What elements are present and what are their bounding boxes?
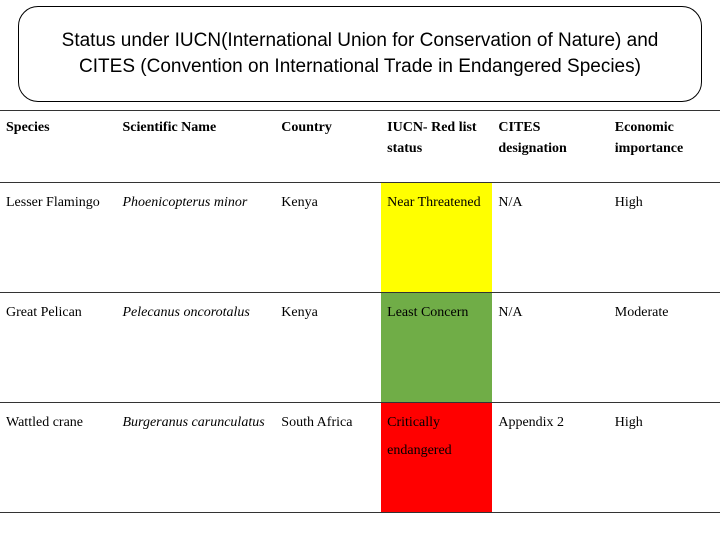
table-row: Wattled crane Burgeranus carunculatus So… xyxy=(0,403,720,513)
table-row: Great Pelican Pelecanus oncorotalus Keny… xyxy=(0,293,720,403)
cell-econ: High xyxy=(609,183,720,293)
cell-iucn: Least Concern xyxy=(381,293,492,403)
page-title: Status under IUCN(International Union fo… xyxy=(49,28,671,79)
cell-scientific-name: Phoenicopterus minor xyxy=(116,183,275,293)
slide: Status under IUCN(International Union fo… xyxy=(0,0,720,540)
col-species: Species xyxy=(0,111,116,183)
col-econ: Economic importance xyxy=(609,111,720,183)
col-scientific-name: Scientific Name xyxy=(116,111,275,183)
cell-scientific-name: Burgeranus carunculatus xyxy=(116,403,275,513)
cell-country: Kenya xyxy=(275,183,381,293)
cell-country: South Africa xyxy=(275,403,381,513)
col-country: Country xyxy=(275,111,381,183)
cell-iucn: Near Threatened xyxy=(381,183,492,293)
cell-species: Lesser Flamingo xyxy=(0,183,116,293)
cell-cites: Appendix 2 xyxy=(492,403,608,513)
cell-scientific-name: Pelecanus oncorotalus xyxy=(116,293,275,403)
cell-country: Kenya xyxy=(275,293,381,403)
table-header-row: Species Scientific Name Country IUCN- Re… xyxy=(0,111,720,183)
cell-econ: Moderate xyxy=(609,293,720,403)
status-table: Species Scientific Name Country IUCN- Re… xyxy=(0,110,720,513)
col-iucn: IUCN- Red list status xyxy=(381,111,492,183)
cell-econ: High xyxy=(609,403,720,513)
cell-species: Great Pelican xyxy=(0,293,116,403)
cell-iucn: Critically endangered xyxy=(381,403,492,513)
table-row: Lesser Flamingo Phoenicopterus minor Ken… xyxy=(0,183,720,293)
table-body: Lesser Flamingo Phoenicopterus minor Ken… xyxy=(0,183,720,513)
title-box: Status under IUCN(International Union fo… xyxy=(18,6,702,102)
col-cites: CITES designation xyxy=(492,111,608,183)
cell-cites: N/A xyxy=(492,293,608,403)
cell-cites: N/A xyxy=(492,183,608,293)
cell-species: Wattled crane xyxy=(0,403,116,513)
